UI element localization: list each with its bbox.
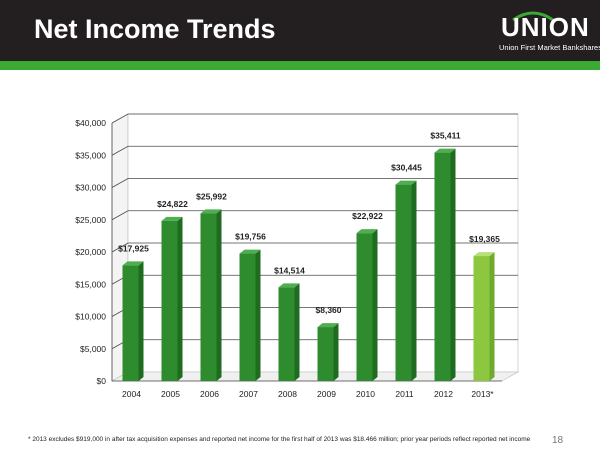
bar xyxy=(473,256,490,381)
gridline xyxy=(111,242,518,253)
data-label: $35,411 xyxy=(430,131,461,141)
bar-side xyxy=(294,283,300,381)
data-label: $8,360 xyxy=(316,305,342,315)
bar-top xyxy=(239,249,261,254)
bar xyxy=(434,152,451,381)
bar-side xyxy=(489,252,495,381)
bar xyxy=(356,233,373,381)
data-label: $24,822 xyxy=(157,199,188,209)
x-tick-label: 2007 xyxy=(239,389,258,399)
x-tick-label: 2005 xyxy=(161,389,180,399)
y-tick-label: $25,000 xyxy=(75,215,106,225)
bar xyxy=(278,287,295,381)
bar-side xyxy=(177,216,183,381)
bar-side xyxy=(372,229,378,381)
gridline xyxy=(111,145,518,156)
x-tick-label: 2008 xyxy=(278,389,297,399)
slide-header xyxy=(0,0,600,61)
bar-side xyxy=(255,249,261,381)
x-tick-label: 2004 xyxy=(122,389,141,399)
bar-top xyxy=(122,261,144,266)
bar xyxy=(395,184,412,381)
data-label: $19,365 xyxy=(469,234,500,244)
bar-side xyxy=(450,148,456,381)
bar-top xyxy=(395,180,417,185)
bar-side xyxy=(216,209,222,381)
y-tick-label: $35,000 xyxy=(75,150,106,160)
y-tick-label: $30,000 xyxy=(75,183,106,193)
bar xyxy=(200,213,217,381)
logo-arc-icon xyxy=(512,11,554,22)
company-logo: UNION Union First Market Bankshares xyxy=(483,8,600,54)
y-tick-label: $20,000 xyxy=(75,247,106,257)
y-tick-label: $10,000 xyxy=(75,312,106,322)
y-tick-label: $0 xyxy=(97,376,107,386)
x-tick-label: 2006 xyxy=(200,389,219,399)
slide-title: Net Income Trends xyxy=(34,14,276,44)
y-tick-label: $5,000 xyxy=(80,344,106,354)
x-tick-label: 2013* xyxy=(471,389,494,399)
x-tick-label: 2010 xyxy=(356,389,375,399)
data-label: $25,992 xyxy=(196,191,227,201)
logo-tagline: Union First Market Bankshares xyxy=(499,43,600,52)
header-accent-band xyxy=(0,61,600,70)
logo-wordmark: UNION xyxy=(501,12,590,42)
data-label: $22,922 xyxy=(352,211,383,221)
bar-top xyxy=(278,283,300,288)
data-label: $30,445 xyxy=(391,163,422,173)
bar-side xyxy=(333,323,339,381)
bar-side xyxy=(138,261,144,381)
footnote: * 2013 excludes $919,000 in after tax ac… xyxy=(28,436,531,443)
page-number: 18 xyxy=(552,435,564,446)
data-label: $17,925 xyxy=(118,243,149,253)
y-tick-label: $40,000 xyxy=(75,118,106,128)
bar xyxy=(317,327,334,381)
bar-top xyxy=(161,216,183,221)
y-tick-label: $15,000 xyxy=(75,279,106,289)
data-label: $14,514 xyxy=(274,265,305,275)
data-label: $19,756 xyxy=(235,232,266,242)
bar xyxy=(122,265,139,381)
x-tick-label: 2009 xyxy=(317,389,336,399)
bar-side xyxy=(411,180,417,381)
net-income-chart: $0 $5,000 $10,000 $15,000 $20,000 $25,000 $30,… xyxy=(75,113,520,399)
bar xyxy=(161,220,178,381)
gridline xyxy=(111,210,518,221)
bar-top xyxy=(200,209,222,214)
gridline xyxy=(111,178,518,188)
gridline xyxy=(111,113,518,124)
bar-top xyxy=(356,229,378,234)
bar xyxy=(239,253,256,381)
bar-top xyxy=(473,252,495,257)
x-tick-label: 2012 xyxy=(434,389,453,399)
bar-top xyxy=(434,148,456,153)
bar-top xyxy=(317,323,339,328)
x-tick-label: 2011 xyxy=(395,389,414,399)
